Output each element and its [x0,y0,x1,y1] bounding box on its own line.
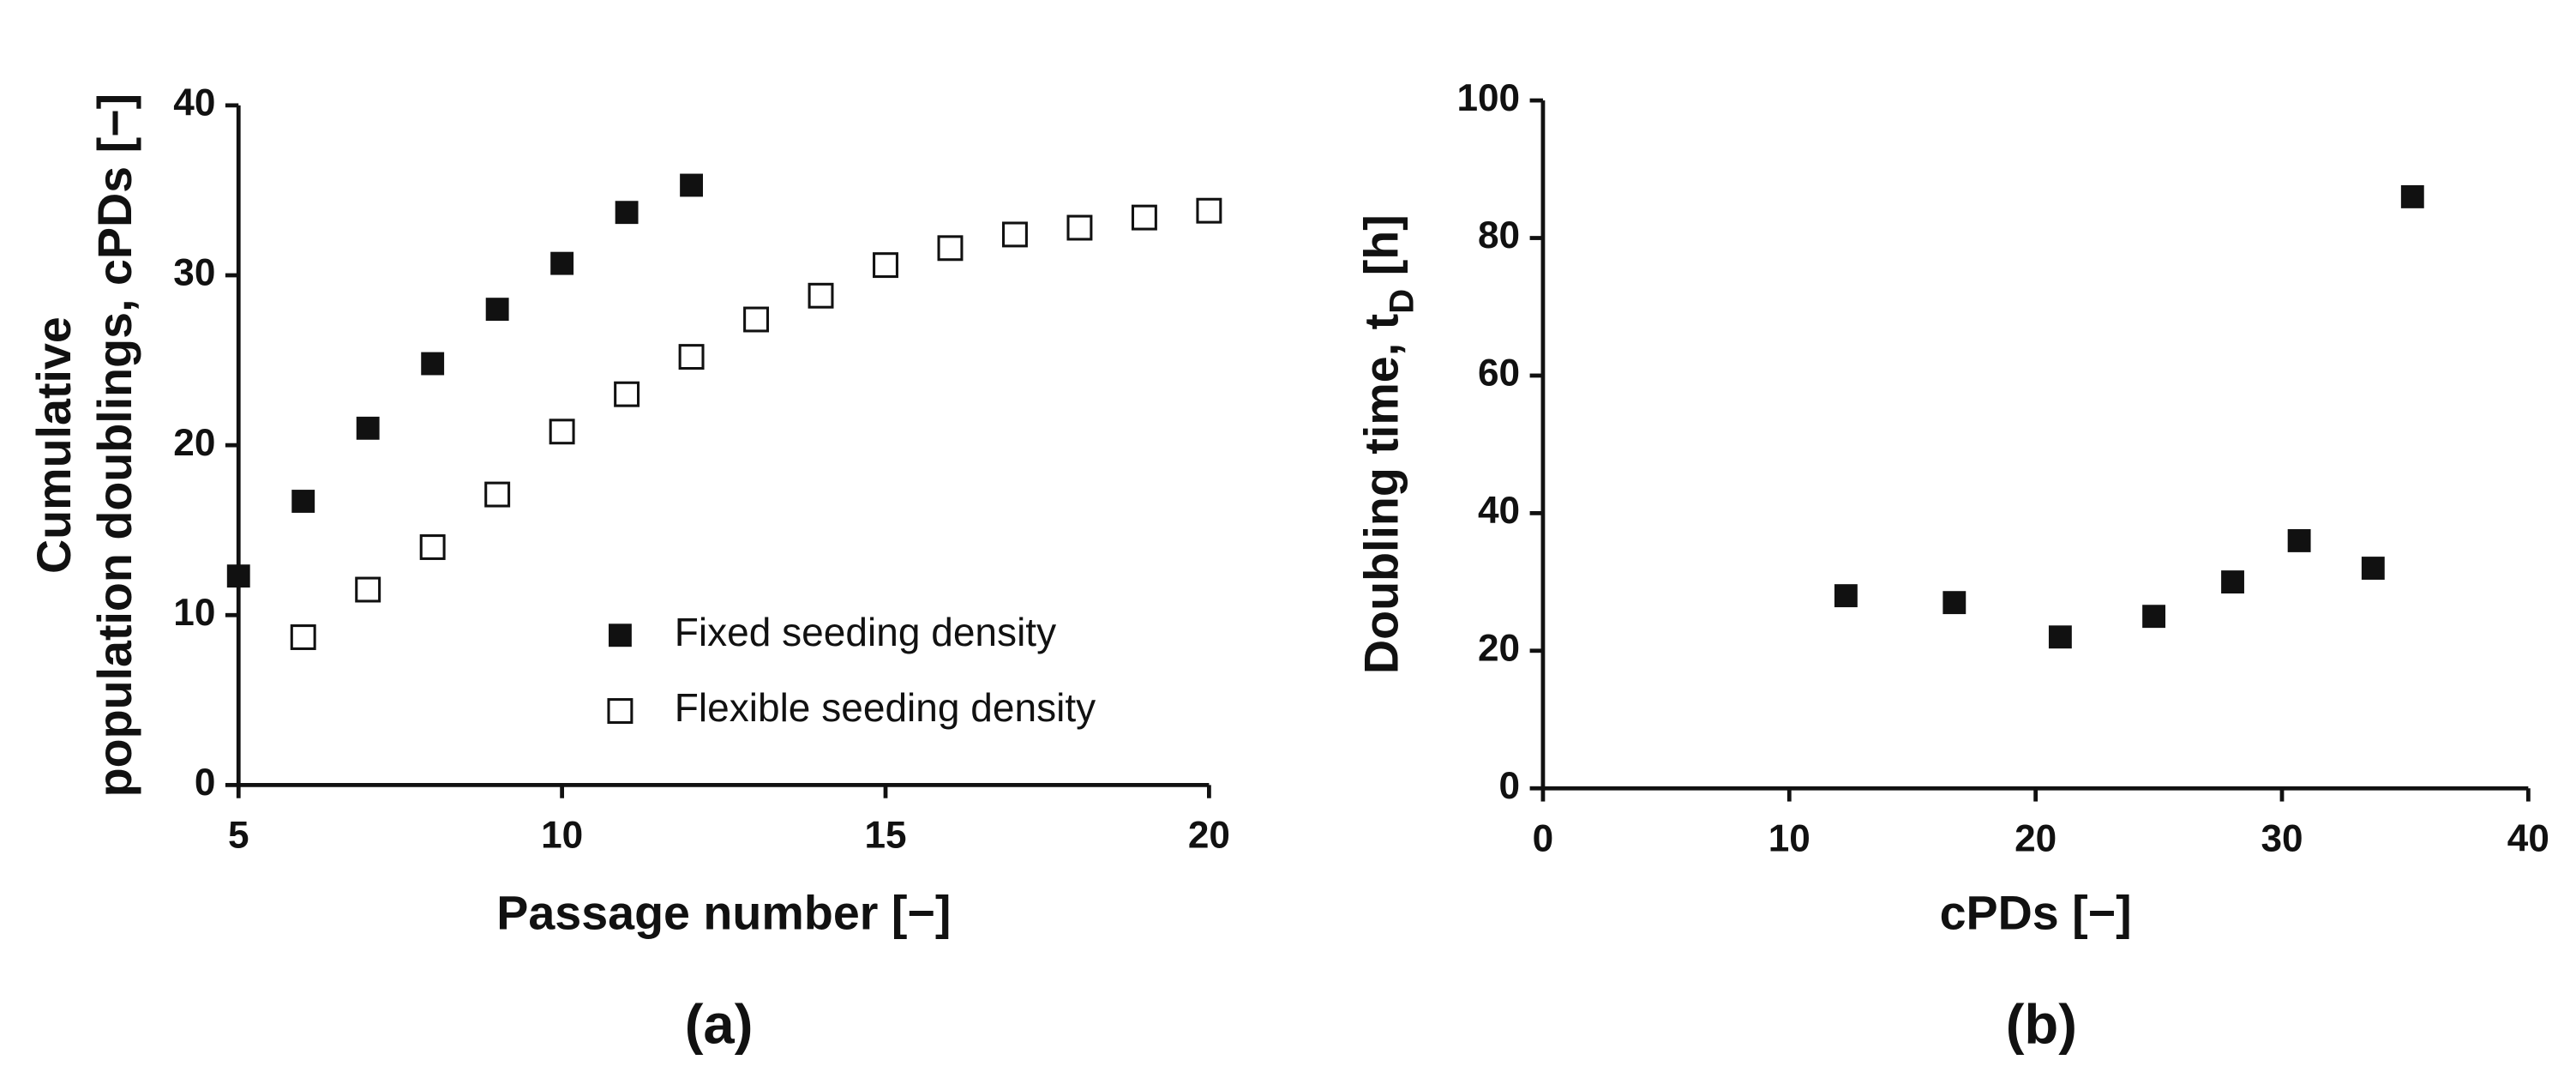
point [614,381,640,407]
y-axis-label-part: D [1383,289,1421,314]
y-tick-label: 40 [173,82,215,124]
x-tick-label: 0 [1533,817,1554,859]
x-tick-label: 10 [541,814,583,856]
y-tick-label: 10 [173,592,215,634]
y-tick-label: 60 [1478,352,1520,394]
x-tick-label: 20 [2015,817,2057,859]
point [2400,184,2424,208]
point [1001,221,1028,248]
point [678,344,705,370]
y-axis-label-part: Doubling time, t [1354,314,1408,674]
y-tick-label: 0 [1499,765,1521,807]
x-tick-label: 15 [864,814,906,856]
point [937,235,964,262]
point [2142,605,2166,629]
y-tick-label: 20 [173,422,215,464]
y-tick-label: 20 [1478,627,1520,669]
point [808,282,834,309]
legend-label: Flexible seeding density [675,685,1096,730]
caption: (a) [685,993,754,1056]
point [680,173,704,197]
point [743,306,770,333]
y-tick-label: 100 [1456,77,1520,119]
point [549,419,575,445]
x-tick-label: 40 [2507,817,2549,859]
point [484,481,511,508]
y-axis-label: Doubling time, tD [h] [1354,214,1420,674]
x-tick-label: 10 [1768,817,1810,859]
x-tick-label: 30 [2261,817,2303,859]
point [873,252,898,279]
point [1196,197,1222,224]
point [2221,570,2244,594]
legend-marker [608,623,632,647]
point [356,416,380,440]
y-tick-label: 30 [173,252,215,294]
y-tick-label: 0 [195,762,216,804]
legend-marker [607,698,633,724]
point [421,352,445,376]
point [550,251,574,275]
y-axis-label: population doublings, cPDs [−] [88,93,141,797]
point [615,201,639,225]
x-tick-label: 20 [1188,814,1230,856]
x-tick-label: 5 [228,814,249,856]
x-axis-label: Passage number [−] [496,887,951,940]
point [290,624,316,650]
point [355,576,381,603]
point [1834,584,1858,608]
point [2361,557,2385,580]
point [1131,204,1157,231]
point [1066,214,1093,241]
caption: (b) [2006,993,2077,1056]
point [419,534,446,560]
y-tick-label: 40 [1478,490,1520,532]
y-axis-label-part: [h] [1354,214,1408,288]
point [226,564,250,588]
point [485,298,509,322]
point [2287,529,2311,552]
point [2048,625,2072,649]
x-axis-label: cPDs [−] [1940,887,2132,940]
point [1943,591,1967,615]
legend-label: Fixed seeding density [675,610,1056,654]
point [291,490,315,513]
y-tick-label: 80 [1478,214,1520,256]
y-axis-label: Cumulative [27,316,81,574]
